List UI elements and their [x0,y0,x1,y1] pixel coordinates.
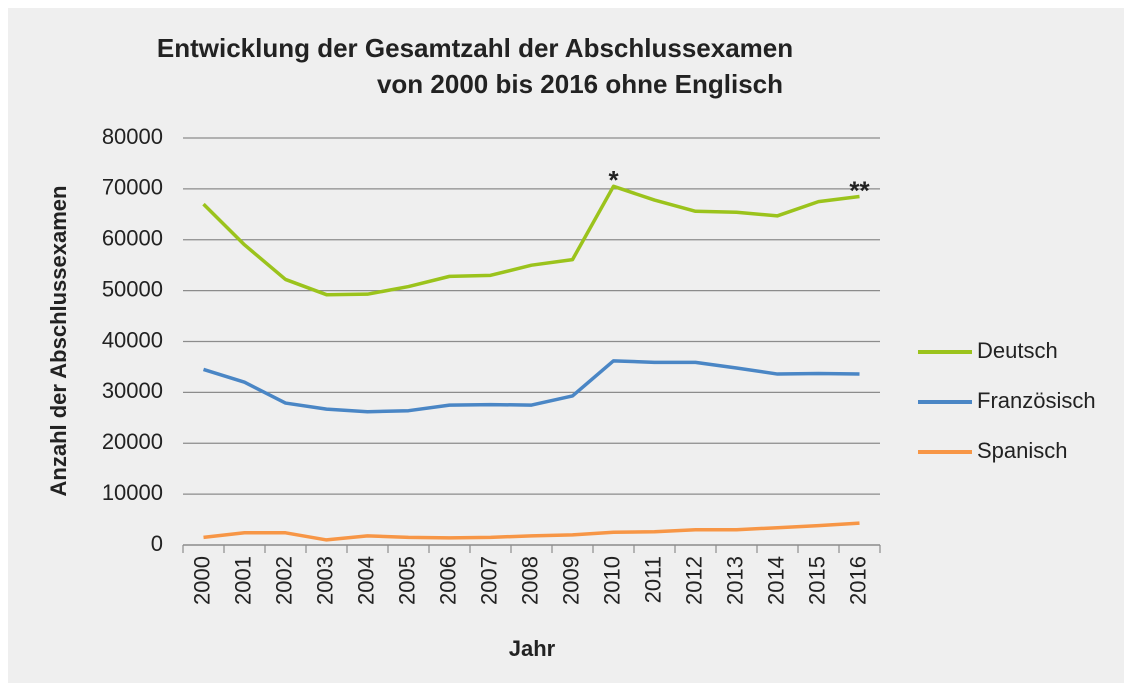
x-tick-label: 2007 [476,556,501,605]
x-tick-label: 2002 [271,556,296,605]
x-axis-label: Jahr [509,636,556,661]
chart-background [8,8,1124,683]
y-axis-label: Anzahl der Abschlussexamen [46,186,71,497]
x-tick-label: 2009 [558,556,583,605]
annotation: ** [849,175,870,205]
y-tick-label: 30000 [102,378,163,403]
x-tick-label: 2004 [353,556,378,605]
y-tick-label: 50000 [102,276,163,301]
annotation: * [608,165,619,195]
x-tick-label: 2008 [517,556,542,605]
line-series [203,521,860,542]
line-series [202,184,860,297]
x-tick-label: 2003 [312,556,337,605]
x-tick-label: 2016 [845,556,870,605]
legend-label: Spanisch [977,438,1068,463]
chart-title: Entwicklung der Gesamtzahl der Abschluss… [157,33,793,63]
y-tick-label: 0 [151,531,163,556]
x-tick-label: 2001 [230,556,255,605]
chart-title: von 2000 bis 2016 ohne Englisch [377,69,783,99]
y-tick-label: 60000 [102,226,163,251]
x-tick-label: 2012 [681,556,706,605]
x-tick-label: 2013 [722,556,747,605]
y-tick-label: 80000 [102,124,163,149]
x-tick-label: 2006 [435,556,460,605]
x-tick-label: 2000 [189,556,214,605]
x-tick-label: 2011 [640,556,665,603]
x-tick-label: 2005 [394,556,419,605]
y-tick-label: 10000 [102,480,163,505]
line-series [202,359,860,414]
y-tick-label: 40000 [102,327,163,352]
x-tick-label: 2014 [763,556,788,605]
y-tick-label: 20000 [102,429,163,454]
x-tick-label: 2010 [599,556,624,605]
x-tick-label: 2015 [804,556,829,605]
y-tick-label: 70000 [102,175,163,200]
legend-label: Französisch [977,388,1096,413]
legend-label: Deutsch [977,338,1058,363]
